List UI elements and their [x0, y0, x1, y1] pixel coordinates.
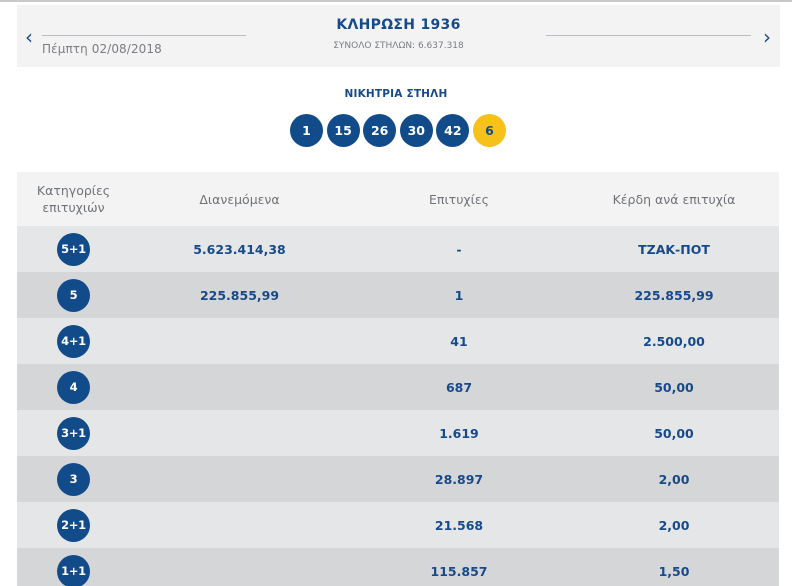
- winning-numbers: 1 15 26 30 42 6: [290, 114, 506, 147]
- results-table: Κατηγορίες επιτυχιών Διανεμόμενα Επιτυχί…: [17, 172, 779, 586]
- winning-ball: 15: [326, 114, 360, 147]
- draw-title: ΚΛΗΡΩΣΗ 1936: [336, 17, 461, 33]
- table-row: 4 687 50,00: [17, 364, 779, 410]
- winners-cell: 41: [450, 333, 468, 349]
- table-row: 4+1 41 2.500,00: [17, 318, 779, 364]
- winning-column-label: ΝΙΚΗΤΡΙΑ ΣΤΗΛΗ: [344, 88, 448, 100]
- table-row: 2+1 21.568 2,00: [17, 502, 779, 548]
- category-badge: 1+1: [57, 554, 90, 586]
- winners-cell: 28.897: [434, 471, 484, 487]
- winners-cell: 21.568: [434, 517, 484, 533]
- distributed-cell: 5.623.414,38: [193, 241, 286, 257]
- category-badge: 3: [57, 462, 90, 496]
- category-badge: 4+1: [57, 324, 90, 358]
- prize-cell: 2.500,00: [643, 333, 705, 349]
- prize-cell: ΤΖΑΚ-ΠΟΤ: [638, 241, 710, 257]
- top-divider: [0, 0, 792, 2]
- draw-date: Πέμπτη 02/08/2018: [42, 42, 162, 56]
- winning-ball: 30: [399, 114, 433, 147]
- prize-cell: 50,00: [654, 425, 694, 441]
- prize-cell: 225.855,99: [634, 287, 714, 303]
- prize-cell: 2,00: [658, 517, 690, 533]
- chevron-right-icon[interactable]: ›: [763, 25, 771, 49]
- col-header-winners: Επιτυχίες: [429, 191, 489, 207]
- header-divider-right: [546, 35, 751, 36]
- total-columns: ΣΥΝΟΛΟ ΣΤΗΛΩΝ: 6.637.318: [333, 41, 464, 51]
- distributed-cell: 225.855,99: [199, 287, 280, 303]
- prize-cell: 50,00: [654, 379, 694, 395]
- winners-cell: -: [456, 241, 462, 257]
- winning-ball: 26: [363, 114, 397, 147]
- category-badge: 5+1: [57, 232, 90, 266]
- winners-cell: 1.619: [439, 425, 479, 441]
- winning-ball: 1: [290, 114, 323, 147]
- winners-cell: 1: [454, 287, 464, 303]
- col-header-category-label: Κατηγορίες επιτυχιών: [36, 183, 111, 215]
- table-row: 5+1 5.623.414,38 - ΤΖΑΚ-ΠΟΤ: [17, 226, 779, 272]
- prize-cell: 1,50: [658, 563, 690, 579]
- category-badge: 3+1: [57, 416, 90, 450]
- joker-ball: 6: [472, 114, 506, 147]
- col-header-category: Κατηγορίες επιτυχιών: [17, 182, 130, 216]
- winners-cell: 687: [445, 379, 473, 395]
- draw-header: ‹ Πέμπτη 02/08/2018 ΚΛΗΡΩΣΗ 1936 ΣΥΝΟΛΟ …: [17, 5, 780, 67]
- table-row: 3+1 1.619 50,00: [17, 410, 779, 456]
- header-divider-left: [42, 35, 246, 36]
- table-header: Κατηγορίες επιτυχιών Διανεμόμενα Επιτυχί…: [17, 172, 779, 226]
- col-header-prize: Κέρδη ανά επιτυχία: [612, 191, 736, 207]
- winners-cell: 115.857: [430, 563, 488, 579]
- category-badge: 4: [57, 370, 90, 404]
- category-badge: 2+1: [57, 508, 90, 542]
- col-header-distributed: Διανεμόμενα: [199, 191, 280, 207]
- prize-cell: 2,00: [658, 471, 690, 487]
- table-row: 5 225.855,99 1 225.855,99: [17, 272, 779, 318]
- category-badge: 5: [57, 278, 90, 312]
- table-row: 1+1 115.857 1,50: [17, 548, 779, 586]
- table-row: 3 28.897 2,00: [17, 456, 779, 502]
- chevron-left-icon[interactable]: ‹: [25, 25, 33, 49]
- winning-ball: 42: [436, 114, 470, 147]
